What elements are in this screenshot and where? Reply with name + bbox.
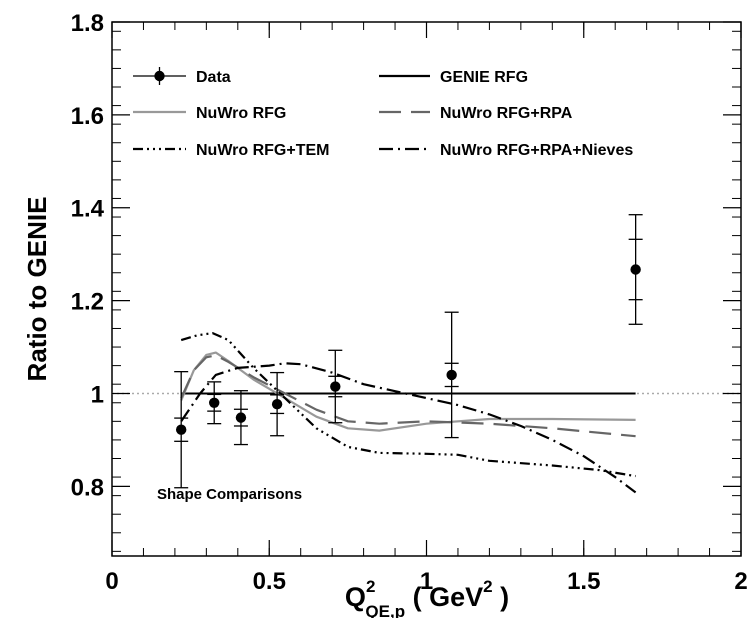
y-axis-title: Ratio to GENIE: [22, 197, 52, 382]
x-tick-label: 1: [420, 568, 433, 595]
y-tick-label: 1.4: [71, 196, 105, 223]
data-point: [175, 424, 187, 435]
x-axis-title-sub: QE,p: [365, 602, 405, 618]
series-nuwro-rfg-rpa: [180, 354, 636, 438]
x-axis-title-unit-close: ): [493, 582, 510, 612]
x-axis-title-unit: ( GeV: [405, 582, 483, 612]
y-tick-label: 1.2: [71, 289, 104, 316]
data-point: [446, 369, 457, 381]
data-point: [330, 381, 341, 392]
y-tick-label: 0.8: [71, 474, 104, 501]
legend-label: Data: [196, 69, 231, 86]
legend-swatch-data-marker: [154, 70, 165, 82]
x-axis-title-sup: 2: [366, 577, 375, 596]
x-tick-label: 0: [105, 568, 118, 595]
x-tick-label: 1.5: [567, 568, 600, 595]
legend-label: NuWro RFG+RPA: [440, 105, 573, 122]
x-axis-title: Q2 QE,p ( GeV2 ): [345, 577, 509, 618]
legend-label: NuWro RFG+RPA+Nieves: [440, 142, 633, 159]
data-point: [235, 412, 247, 423]
data-point: [209, 397, 220, 408]
data-point: [630, 264, 641, 275]
data-points-layer: [174, 214, 643, 489]
y-tick-label: 1.8: [71, 10, 104, 37]
y-tick-label: 1.6: [71, 103, 104, 130]
series-nuwro-rfg-rpa-nieves: [180, 362, 637, 494]
x-axis-title-unit-sup: 2: [483, 577, 492, 596]
series-nuwro-rfg: [180, 351, 636, 432]
annotation-text: Shape Comparisons: [157, 486, 302, 503]
x-tick-label: 0.5: [253, 568, 286, 595]
legend-label: NuWro RFG+TEM: [196, 142, 329, 159]
data-point: [271, 398, 283, 410]
legend-label: GENIE RFG: [440, 69, 528, 86]
series-nuwro-rfg-tem: [180, 332, 636, 478]
axis-ticks: 0 0.5 1 1.5 2 0.8 1 1.2 1.4 1.6 1.8: [71, 10, 748, 595]
x-axis-title-base: Q: [345, 582, 366, 612]
plot-frame: [111, 21, 742, 557]
legend-label: NuWro RFG: [196, 105, 286, 122]
legend: Data GENIE RFG NuWro RFG NuWro RFG+RPA NuWro…: [133, 67, 633, 159]
series-layer: [180, 332, 637, 494]
y-tick-label: 1: [91, 381, 104, 408]
x-tick-label: 2: [734, 568, 747, 595]
